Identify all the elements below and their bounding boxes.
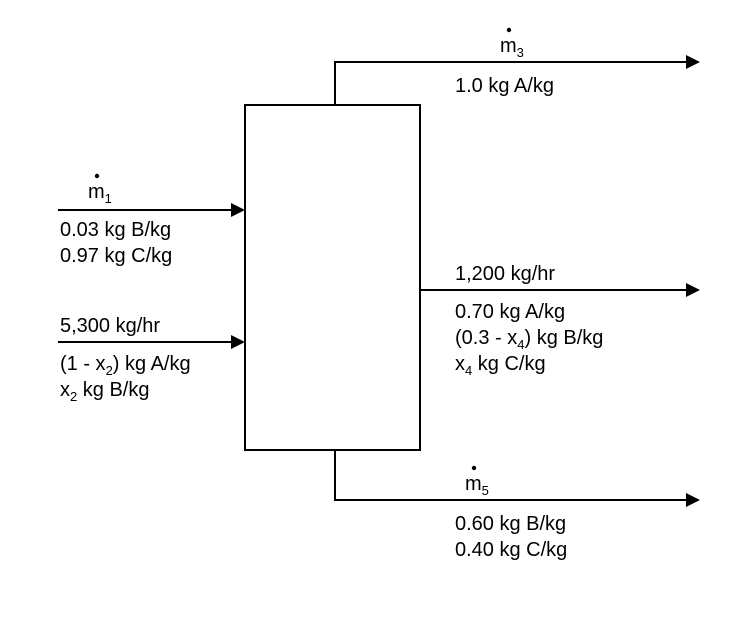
dot-icon <box>507 28 511 32</box>
stream-2: 5,300 kg/hr (1 - x2) kg A/kg x2 kg B/kg <box>58 315 245 404</box>
s5-line2: 0.40 kg C/kg <box>455 539 567 561</box>
m-dot-1-symbol: m1 <box>88 181 112 206</box>
s4-rate: 1,200 kg/hr <box>455 263 555 285</box>
s2-compA: (1 - x2) kg A/kg <box>60 353 191 378</box>
m-dot-5-symbol: m5 <box>465 473 489 498</box>
dot-icon <box>95 174 99 178</box>
stream-4: 1,200 kg/hr 0.70 kg A/kg (0.3 - x4) kg B… <box>420 263 700 378</box>
s4-compB: (0.3 - x4) kg B/kg <box>455 327 603 352</box>
s2-rate: 5,300 kg/hr <box>60 315 160 337</box>
stream-5: m5 0.60 kg B/kg 0.40 kg C/kg <box>335 450 700 561</box>
stream-1: m1 0.03 kg B/kg 0.97 kg C/kg <box>58 174 245 267</box>
m-dot-3-symbol: m3 <box>500 35 524 60</box>
s3-line1: 1.0 kg A/kg <box>455 75 554 97</box>
process-box <box>245 105 420 450</box>
s4-compA: 0.70 kg A/kg <box>455 301 565 323</box>
s2-compB: x2 kg B/kg <box>60 379 150 404</box>
s5-line1: 0.60 kg B/kg <box>455 513 566 535</box>
s4-compC: x4 kg C/kg <box>455 353 546 378</box>
dot-icon <box>472 466 476 470</box>
stream-3: m3 1.0 kg A/kg <box>335 28 700 105</box>
s1-line1: 0.03 kg B/kg <box>60 219 171 241</box>
s1-line2: 0.97 kg C/kg <box>60 245 172 267</box>
mass-balance-diagram: m1 0.03 kg B/kg 0.97 kg C/kg 5,300 kg/hr… <box>0 0 740 618</box>
